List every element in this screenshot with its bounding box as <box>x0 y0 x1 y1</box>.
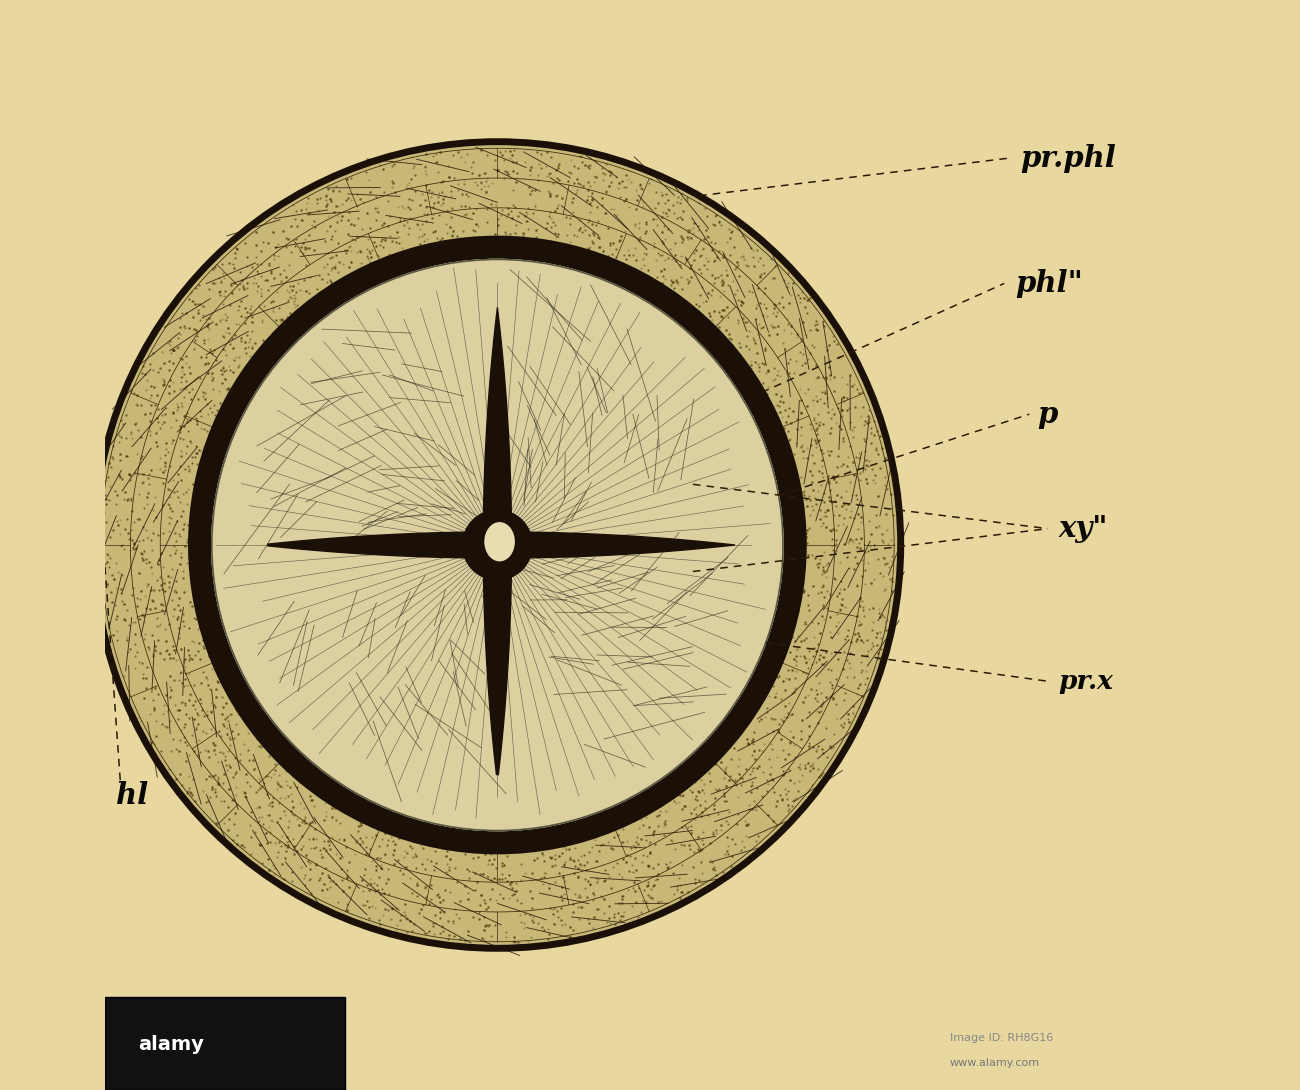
Text: Image ID: RH8G16: Image ID: RH8G16 <box>950 1033 1053 1043</box>
Text: www.alamy.com: www.alamy.com <box>950 1058 1040 1068</box>
Text: phl": phl" <box>1015 269 1083 298</box>
Circle shape <box>212 259 783 831</box>
Circle shape <box>212 259 783 831</box>
Text: p: p <box>1037 400 1057 428</box>
Text: hl: hl <box>116 782 148 810</box>
FancyBboxPatch shape <box>105 997 344 1090</box>
Circle shape <box>192 240 802 850</box>
Polygon shape <box>484 307 512 775</box>
Text: xy": xy" <box>1058 514 1108 543</box>
Circle shape <box>463 510 532 580</box>
Text: pr.phl: pr.phl <box>1020 144 1117 172</box>
Text: alamy: alamy <box>138 1034 204 1054</box>
Text: pr.x: pr.x <box>1058 669 1114 693</box>
Ellipse shape <box>484 521 516 562</box>
Polygon shape <box>268 532 734 558</box>
Circle shape <box>94 142 901 948</box>
